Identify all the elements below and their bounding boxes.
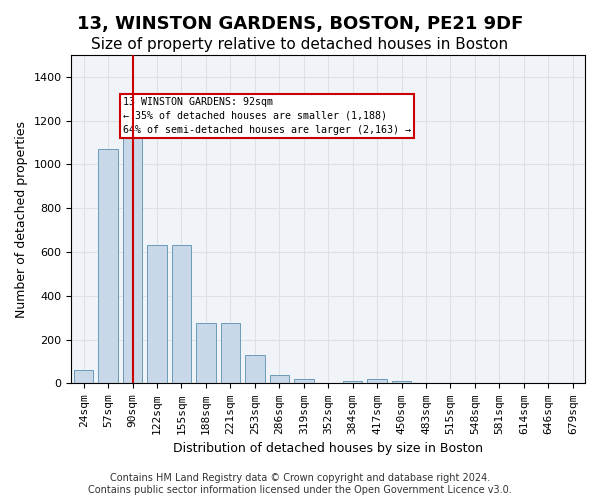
Bar — [367, 379, 387, 384]
Y-axis label: Number of detached properties: Number of detached properties — [15, 120, 28, 318]
Text: Contains HM Land Registry data © Crown copyright and database right 2024.
Contai: Contains HM Land Registry data © Crown c… — [88, 474, 512, 495]
Bar — [196, 323, 215, 384]
Text: 13 WINSTON GARDENS: 92sqm
← 35% of detached houses are smaller (1,188)
64% of se: 13 WINSTON GARDENS: 92sqm ← 35% of detac… — [123, 96, 411, 134]
Bar — [147, 246, 167, 384]
Text: Size of property relative to detached houses in Boston: Size of property relative to detached ho… — [91, 38, 509, 52]
Bar — [98, 149, 118, 384]
Text: 13, WINSTON GARDENS, BOSTON, PE21 9DF: 13, WINSTON GARDENS, BOSTON, PE21 9DF — [77, 15, 523, 33]
Bar — [74, 370, 94, 384]
Bar — [294, 379, 314, 384]
Bar — [245, 355, 265, 384]
Bar — [172, 246, 191, 384]
Bar — [221, 323, 240, 384]
X-axis label: Distribution of detached houses by size in Boston: Distribution of detached houses by size … — [173, 442, 483, 455]
Bar — [343, 382, 362, 384]
Bar — [269, 374, 289, 384]
Bar — [123, 123, 142, 384]
Bar — [392, 382, 412, 384]
